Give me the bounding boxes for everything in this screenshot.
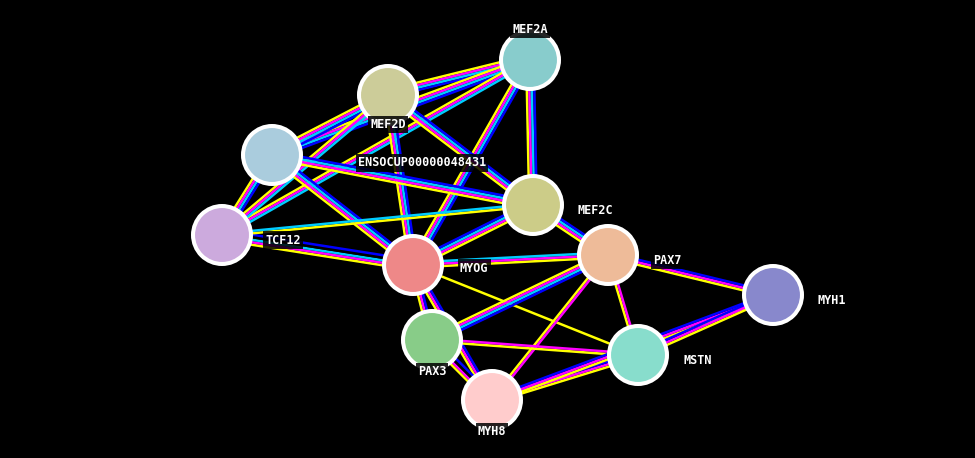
Circle shape: [577, 224, 639, 286]
Text: MYH8: MYH8: [478, 425, 506, 438]
Circle shape: [464, 372, 520, 428]
Circle shape: [401, 309, 463, 371]
Circle shape: [499, 29, 561, 91]
Text: MSTN: MSTN: [683, 354, 712, 366]
Circle shape: [360, 67, 416, 123]
Text: MYH1: MYH1: [818, 294, 846, 306]
Circle shape: [241, 124, 303, 186]
Text: MEF2C: MEF2C: [578, 203, 613, 217]
Circle shape: [461, 369, 523, 431]
Text: ENSOCUP00000048431: ENSOCUP00000048431: [358, 157, 487, 169]
Circle shape: [580, 227, 636, 283]
Circle shape: [742, 264, 804, 326]
Circle shape: [505, 177, 561, 233]
Circle shape: [607, 324, 669, 386]
Circle shape: [502, 32, 558, 88]
Circle shape: [194, 207, 250, 263]
Text: MYOG: MYOG: [460, 262, 488, 274]
Text: MEF2A: MEF2A: [512, 23, 548, 36]
Circle shape: [502, 174, 564, 236]
Text: MEF2D: MEF2D: [370, 118, 406, 131]
Circle shape: [745, 267, 801, 323]
Circle shape: [357, 64, 419, 126]
Circle shape: [385, 237, 441, 293]
Circle shape: [610, 327, 666, 383]
Circle shape: [244, 127, 300, 183]
Circle shape: [382, 234, 444, 296]
Circle shape: [404, 312, 460, 368]
Text: PAX7: PAX7: [653, 253, 682, 267]
Text: PAX3: PAX3: [417, 365, 447, 378]
Circle shape: [191, 204, 253, 266]
Text: TCF12: TCF12: [265, 234, 300, 246]
